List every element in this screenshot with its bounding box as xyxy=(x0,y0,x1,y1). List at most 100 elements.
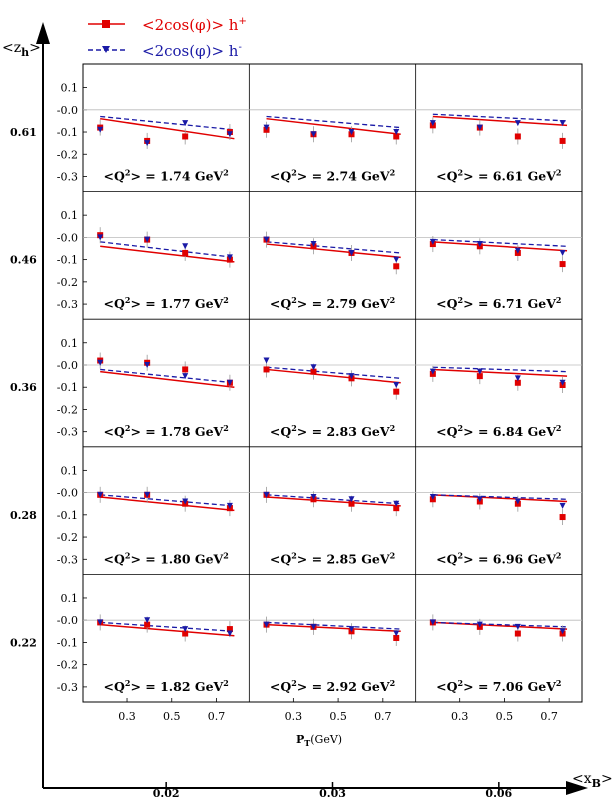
hminus-point xyxy=(393,256,400,263)
hplus-point xyxy=(514,630,521,637)
q2-label: <Q2> = 6.84 GeV2 xyxy=(436,423,561,439)
hminus-point xyxy=(514,120,521,127)
y-tick-label: -0.2 xyxy=(57,276,78,289)
q2-label: <Q2> = 1.80 GeV2 xyxy=(104,550,229,566)
q2-label: <Q2> = 7.06 GeV2 xyxy=(436,678,561,694)
y-tick-label: -0.3 xyxy=(57,170,78,183)
zh-axis-label: <zh> xyxy=(2,40,41,59)
y-tick-label: -0.1 xyxy=(57,381,78,394)
hminus-point xyxy=(559,249,566,256)
y-tick-label: 0.1 xyxy=(61,337,79,350)
hplus-point xyxy=(393,505,400,512)
q2-label: <Q2> = 2.74 GeV2 xyxy=(270,168,395,184)
hminus-point xyxy=(559,502,566,509)
hplus-point xyxy=(559,137,566,144)
hplus-point xyxy=(144,621,151,628)
legend-hplus-label: <2cos(φ)> h+ xyxy=(142,16,247,34)
hminus-model-line xyxy=(266,621,401,630)
y-tick-label: -0.3 xyxy=(57,681,78,694)
hplus-point xyxy=(310,368,317,375)
panel-grid: 0.1 -0.0 -0.1 -0.2 -0.3 <Q2> = 1.74 GeV2 <Q2> … xyxy=(57,63,583,723)
hminus-point xyxy=(263,124,270,131)
y-tick-label: 0.1 xyxy=(61,592,79,605)
x-tick-label: 0.3 xyxy=(118,710,136,723)
hminus-point xyxy=(476,621,483,628)
hplus-model-line xyxy=(432,115,568,127)
hplus-point xyxy=(182,630,189,637)
hminus-point xyxy=(144,361,151,368)
hminus-point xyxy=(310,364,317,371)
hplus-model-line xyxy=(100,623,235,637)
hminus-point xyxy=(310,131,317,138)
hplus-model-line xyxy=(266,243,401,259)
hplus-model-line xyxy=(100,496,235,512)
hminus-point xyxy=(348,249,355,256)
hminus-point xyxy=(429,619,436,626)
hminus-point xyxy=(144,236,151,243)
y-tick-label: -0.2 xyxy=(57,659,78,672)
hplus-point xyxy=(182,249,189,256)
y-tick-label: -0.3 xyxy=(57,553,78,566)
y-tick-label: -0.1 xyxy=(57,254,78,267)
legend: <2cos(φ)> h+ <2cos(φ)> h- xyxy=(88,16,247,60)
q2-label: <Q2> = 6.61 GeV2 xyxy=(436,168,561,184)
x-tick-label: 0.3 xyxy=(451,710,469,723)
hminus-point xyxy=(559,120,566,127)
hminus-model-line xyxy=(432,494,568,500)
hminus-model-line xyxy=(432,238,568,247)
hplus-model-line xyxy=(266,623,401,633)
hplus-point xyxy=(226,626,233,633)
y-tick-label: -0.3 xyxy=(57,298,78,311)
hplus-point xyxy=(182,133,189,140)
x-tick-label: 0.7 xyxy=(208,710,226,723)
hminus-point xyxy=(263,491,270,498)
y-tick-label: 0.1 xyxy=(61,209,79,222)
hminus-point xyxy=(476,496,483,503)
y-tick-label: -0.0 xyxy=(57,614,78,627)
hplus-model-line xyxy=(266,368,401,384)
y-tick-label: -0.2 xyxy=(57,531,78,544)
panel-grid-frame xyxy=(82,63,583,703)
xb-axis-label: <xB> xyxy=(572,771,613,790)
x-tick-label: 0.3 xyxy=(285,710,303,723)
hminus-model-line xyxy=(266,241,401,254)
hminus-model-line xyxy=(266,115,401,129)
hminus-point xyxy=(476,241,483,248)
hminus-point xyxy=(182,373,189,380)
hminus-point xyxy=(429,494,436,501)
hminus-point xyxy=(429,238,436,245)
hminus-point xyxy=(559,628,566,635)
hminus-point xyxy=(393,500,400,507)
hplus-model-line xyxy=(432,241,568,252)
hplus-point xyxy=(393,133,400,140)
hminus-model-line xyxy=(432,113,568,122)
legend-hminus-label: <2cos(φ)> h- xyxy=(142,42,242,60)
hminus-point xyxy=(226,630,233,637)
hplus-model-line xyxy=(266,117,401,135)
x-tick-label: 0.7 xyxy=(374,710,392,723)
hminus-point xyxy=(348,626,355,633)
pt-axis-label: PT(GeV) xyxy=(296,733,342,748)
zh-row-label: 0.61 xyxy=(10,126,37,139)
hminus-point xyxy=(393,382,400,388)
hplus-point xyxy=(514,133,521,140)
y-tick-label: 0.1 xyxy=(61,82,79,95)
q2-label: <Q2> = 1.78 GeV2 xyxy=(104,423,229,439)
hminus-point xyxy=(348,373,355,380)
q2-label: <Q2> = 6.71 GeV2 xyxy=(436,295,561,311)
y-tick-label: -0.3 xyxy=(57,426,78,439)
hminus-point xyxy=(226,254,233,261)
hminus-point xyxy=(476,368,483,375)
hminus-model-line xyxy=(432,621,568,628)
hminus-point xyxy=(263,236,270,243)
y-tick-label: -0.1 xyxy=(57,126,78,139)
hminus-point xyxy=(393,129,400,136)
hplus-model-line xyxy=(432,621,568,630)
q2-label: <Q2> = 1.82 GeV2 xyxy=(104,678,229,694)
y-tick-label: -0.0 xyxy=(57,104,78,117)
hminus-point xyxy=(226,502,233,509)
hminus-point xyxy=(348,496,355,503)
q2-label: <Q2> = 2.92 GeV2 xyxy=(270,678,395,694)
hminus-model-line xyxy=(100,494,235,507)
